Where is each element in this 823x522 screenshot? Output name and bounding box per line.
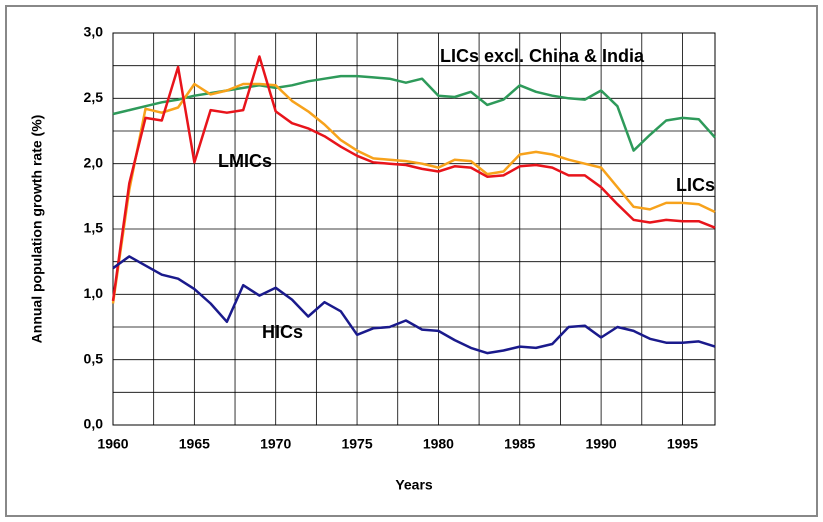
x-tick-label: 1995 xyxy=(667,436,698,452)
chart-frame xyxy=(5,5,818,517)
y-axis-label: Annual population growth rate (%) xyxy=(29,115,45,344)
series-label: HICs xyxy=(262,322,303,342)
x-tick-label: 1970 xyxy=(260,436,291,452)
series-label: LICs excl. China & India xyxy=(440,46,645,66)
x-tick-label: 1980 xyxy=(423,436,454,452)
x-axis-label: Years xyxy=(395,477,433,493)
series-line xyxy=(111,82,716,304)
y-tick-label: 0,5 xyxy=(84,350,104,366)
series-label: LICs xyxy=(676,175,715,195)
y-tick-label: 2,5 xyxy=(84,89,104,105)
y-tick-label: 1,0 xyxy=(84,285,104,301)
series-line xyxy=(111,55,716,302)
y-tick-label: 0,0 xyxy=(84,416,104,432)
series-label: LMICs xyxy=(218,151,272,171)
x-tick-label: 1975 xyxy=(341,436,372,452)
plot-frame xyxy=(112,32,716,426)
y-tick-label: 1,5 xyxy=(84,220,104,236)
y-tick-label: 2,0 xyxy=(84,154,104,170)
x-tick-label: 1990 xyxy=(586,436,617,452)
x-tick-label: 1960 xyxy=(97,436,128,452)
y-tick-label: 3,0 xyxy=(84,24,104,40)
x-tick-label: 1985 xyxy=(504,436,535,452)
x-tick-label: 1965 xyxy=(179,436,210,452)
series-line xyxy=(112,255,716,355)
